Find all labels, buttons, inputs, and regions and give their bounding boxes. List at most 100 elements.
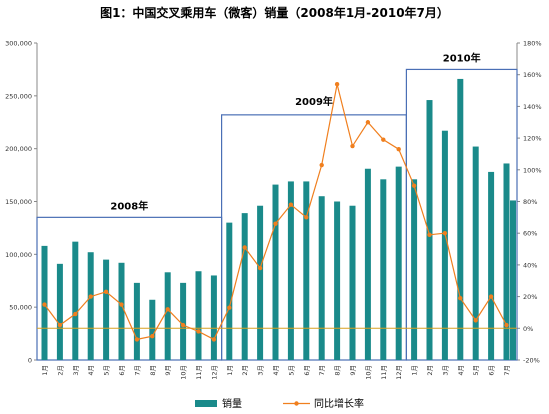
year-label: 2010年 [443,51,481,64]
growth-point [196,329,201,334]
year-box [36,216,223,361]
y-left-tick-label: 100,000 [5,251,32,259]
x-tick-label: 6月 [488,365,496,376]
y-left-tick-label: 0 [28,357,32,365]
x-tick-label: 8月 [334,365,342,376]
y-right-tick-label: -20% [523,357,540,365]
growth-point [473,318,478,323]
y-right-tick-label: 20% [523,293,537,301]
growth-point [334,82,340,87]
bar [195,271,202,360]
bar [380,179,387,360]
bar [226,222,233,360]
x-tick-label: 3月 [257,365,265,376]
growth-point [42,302,47,307]
growth-point [365,120,371,125]
y-right-tick-label: 180% [523,40,542,48]
growth-point [458,295,463,301]
x-tick-label: 7月 [133,365,141,376]
bar [118,262,125,360]
bar [411,179,418,360]
bar [364,168,371,360]
bar [257,205,264,360]
bar [472,146,479,360]
x-tick-label: 2月 [426,365,434,376]
x-tick-label: 12月 [210,365,218,380]
x-tick-label: 9月 [164,365,172,376]
legend-label: 同比增长率 [314,397,364,410]
bar [287,181,294,360]
bar [441,130,448,360]
bar [395,166,402,360]
bar [72,241,79,360]
bar [241,213,248,360]
y-left-tick-label: 200,000 [5,145,32,153]
x-tick-label: 2月 [241,365,249,376]
bar [510,200,516,360]
growth-point [88,294,93,299]
bar [457,78,464,360]
y-right-tick-label: 120% [523,135,542,143]
bar [210,275,217,360]
y-right-tick-label: 140% [523,103,542,111]
bar [272,184,279,360]
bar [318,196,325,360]
x-tick-label: 5月 [103,365,111,376]
y-left-tick-label: 250,000 [5,92,32,100]
bar [503,163,510,360]
bar [87,252,94,360]
growth-point [119,302,124,307]
y-right-tick-label: 60% [523,230,537,238]
growth-point [165,307,170,312]
y-right-tick-label: 80% [523,198,537,206]
bar [334,201,341,360]
x-tick-label: 9月 [349,365,357,376]
x-tick-label: 7月 [503,365,511,376]
x-tick-label: 1月 [411,365,419,376]
bar [303,181,310,360]
bar [426,100,433,360]
growth-point [57,322,63,328]
growth-point [504,322,509,328]
y-right-tick-label: 40% [523,261,537,269]
y-right-tick-label: 0% [523,325,533,333]
bar [180,282,187,360]
growth-point [411,183,417,188]
x-tick-label: 10月 [180,365,188,380]
x-tick-label: 1月 [226,365,234,376]
y-left-tick-label: 150,000 [5,198,32,206]
growth-point [273,221,278,226]
growth-point [242,245,247,250]
x-tick-label: 12月 [395,365,403,380]
growth-point [396,146,401,152]
x-tick-label: 7月 [318,365,326,376]
y-right-tick-label: 160% [523,71,542,79]
bar [488,171,495,360]
growth-point [319,162,324,168]
growth-point [350,143,355,149]
x-tick-label: 5月 [472,365,480,376]
growth-point [288,202,294,207]
growth-point [103,289,109,295]
legend-swatch-marker [294,401,299,406]
legend-label: 销量 [222,397,242,410]
y-left-tick-label: 50,000 [9,304,32,312]
bar [103,259,110,360]
y-right-tick-label: 100% [523,166,542,174]
x-tick-label: 6月 [303,365,311,376]
x-tick-label: 3月 [72,365,80,376]
bar [133,282,140,360]
growth-point [427,232,432,237]
growth-point [442,231,448,236]
x-tick-label: 2月 [56,365,64,376]
bar [149,299,156,360]
growth-point [180,322,186,328]
x-tick-label: 3月 [441,365,449,376]
bar [56,263,63,360]
growth-point [488,294,494,299]
growth-point [257,265,263,271]
year-box [221,114,408,361]
bar [164,272,171,360]
x-tick-label: 11月 [195,365,203,380]
